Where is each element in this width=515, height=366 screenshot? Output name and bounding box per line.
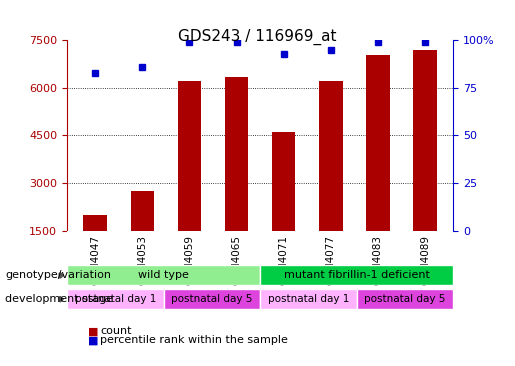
Text: development stage: development stage xyxy=(5,294,113,304)
Text: wild type: wild type xyxy=(138,270,189,280)
Bar xyxy=(366,55,390,278)
Bar xyxy=(272,132,296,278)
Text: postnatal day 1: postnatal day 1 xyxy=(268,294,349,304)
Text: mutant fibrillin-1 deficient: mutant fibrillin-1 deficient xyxy=(284,270,430,280)
Text: genotype/variation: genotype/variation xyxy=(5,270,111,280)
Text: percentile rank within the sample: percentile rank within the sample xyxy=(100,335,288,346)
Text: postnatal day 5: postnatal day 5 xyxy=(364,294,445,304)
FancyBboxPatch shape xyxy=(163,289,260,309)
Bar xyxy=(178,82,201,278)
FancyBboxPatch shape xyxy=(260,289,356,309)
FancyBboxPatch shape xyxy=(356,289,453,309)
Text: ■: ■ xyxy=(88,335,98,346)
FancyBboxPatch shape xyxy=(260,265,453,285)
Text: count: count xyxy=(100,326,132,336)
FancyBboxPatch shape xyxy=(67,289,163,309)
Bar xyxy=(413,50,437,278)
Bar xyxy=(130,191,154,278)
Text: GDS243 / 116969_at: GDS243 / 116969_at xyxy=(178,29,337,45)
Bar xyxy=(319,82,342,278)
Text: postnatal day 5: postnatal day 5 xyxy=(171,294,252,304)
Bar xyxy=(225,77,248,278)
FancyBboxPatch shape xyxy=(67,265,260,285)
Text: postnatal day 1: postnatal day 1 xyxy=(75,294,156,304)
Bar xyxy=(83,215,107,278)
Text: ■: ■ xyxy=(88,326,98,336)
